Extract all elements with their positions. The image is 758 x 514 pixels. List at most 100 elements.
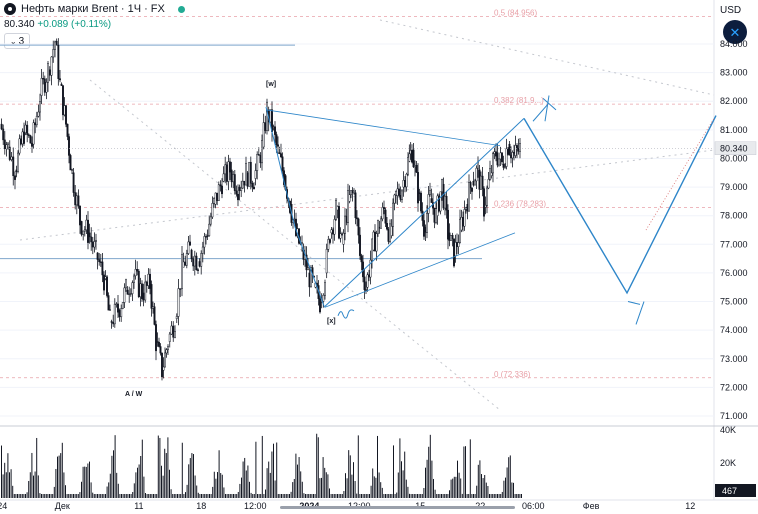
volume-bar xyxy=(138,464,140,498)
volume-bar xyxy=(132,492,134,498)
candle-body xyxy=(152,306,154,309)
candle-body xyxy=(40,78,43,96)
volume-bar xyxy=(145,493,146,498)
volume-bar xyxy=(225,494,226,498)
candle-body xyxy=(23,131,25,144)
candle-body xyxy=(65,105,67,125)
volume-tick-label: 20K xyxy=(720,458,736,468)
volume-bar xyxy=(497,494,498,498)
fib-level-label: 0.236 (78.283) xyxy=(494,200,546,209)
candle-body xyxy=(344,215,346,234)
candle-body xyxy=(393,194,396,204)
candle-body xyxy=(54,41,56,50)
volume-bar xyxy=(81,481,82,498)
crosshair-icon: ✕ xyxy=(729,24,741,40)
volume-bar xyxy=(21,494,23,498)
candle-body xyxy=(227,161,230,182)
candle-body xyxy=(29,135,32,144)
candle-body xyxy=(129,293,132,295)
volume-bar xyxy=(153,494,154,498)
candle-body xyxy=(275,134,278,145)
candle-body xyxy=(72,172,75,193)
price-tick-label: 74.000 xyxy=(720,325,748,335)
candle-body xyxy=(305,254,308,271)
chart-settings-button[interactable]: ✕ xyxy=(723,20,747,44)
candle-body xyxy=(115,303,118,305)
candle-body xyxy=(395,190,397,196)
volume-bar xyxy=(436,494,438,498)
candle-body xyxy=(465,207,467,210)
volume-bar xyxy=(311,494,313,498)
candle-body xyxy=(369,259,372,278)
candle-body xyxy=(338,206,340,239)
volume-bar xyxy=(281,494,282,498)
candle-body xyxy=(462,217,464,227)
volume-bar xyxy=(506,467,508,498)
volume-bar xyxy=(511,482,513,498)
volume-bar xyxy=(410,494,412,498)
candle-body xyxy=(5,144,8,149)
candle-body xyxy=(383,207,385,210)
volume-bar xyxy=(316,433,318,498)
candle-body xyxy=(501,152,503,163)
volume-bar xyxy=(447,494,449,498)
volume-bar xyxy=(476,485,478,498)
candle-body xyxy=(519,143,521,152)
candle-body xyxy=(145,281,148,286)
candle-body xyxy=(336,206,339,211)
candle-body xyxy=(62,85,64,116)
candle-body xyxy=(113,303,116,325)
volume-bar xyxy=(236,494,238,498)
volume-bar xyxy=(431,460,433,498)
candle-body xyxy=(415,165,418,173)
volume-bar xyxy=(90,482,92,498)
candle-body xyxy=(161,352,163,378)
candle-body xyxy=(402,180,405,188)
volume-bar xyxy=(485,482,487,498)
candle-body xyxy=(18,138,21,154)
volume-bar xyxy=(439,494,441,498)
price-tick-label: 82.000 xyxy=(720,96,748,106)
volume-bar xyxy=(49,494,50,498)
candle-body xyxy=(423,220,425,237)
volume-bar xyxy=(159,437,161,498)
price-tick-label: 81.000 xyxy=(720,125,748,135)
volume-bar xyxy=(293,478,295,498)
candle-body xyxy=(52,49,55,58)
candle-body xyxy=(486,187,488,206)
candle-body xyxy=(35,115,38,126)
candle-body xyxy=(158,341,160,347)
candle-body xyxy=(200,253,203,267)
candle-body xyxy=(2,128,5,141)
volume-bar xyxy=(434,489,436,498)
volume-bar xyxy=(135,472,137,498)
candle-body xyxy=(436,195,439,216)
candle-body xyxy=(205,236,207,238)
candle-body xyxy=(505,148,508,167)
symbol-title[interactable]: Нефть марки Brent · 1Ч · FX xyxy=(21,3,165,15)
volume-bar xyxy=(229,494,231,498)
candle-body xyxy=(79,205,81,226)
candle-body xyxy=(45,81,48,93)
volume-bar xyxy=(173,494,175,498)
candle-body xyxy=(463,209,466,227)
candle-body xyxy=(445,195,448,211)
candle-body xyxy=(375,233,378,252)
candle-body xyxy=(216,192,219,201)
candle-body xyxy=(360,255,363,263)
volume-bar xyxy=(127,494,129,498)
time-scroll-handle[interactable] xyxy=(280,506,515,509)
volume-bar xyxy=(404,451,406,498)
volume-bar xyxy=(325,472,327,498)
volume-bar xyxy=(101,494,103,498)
candle-body xyxy=(407,157,409,175)
volume-bar xyxy=(492,494,494,498)
currency-label[interactable]: USD xyxy=(720,5,742,16)
candle-body xyxy=(88,232,91,238)
candle-body xyxy=(327,239,330,250)
candle-body xyxy=(274,126,276,135)
volume-bar xyxy=(117,483,119,498)
volume-bar xyxy=(401,461,402,498)
time-tick-label: 12 xyxy=(685,501,695,511)
